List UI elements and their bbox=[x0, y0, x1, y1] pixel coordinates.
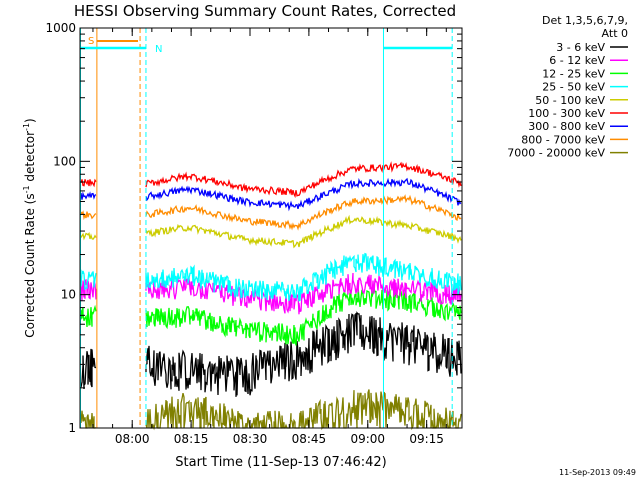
x-tick-label: 09:15 bbox=[409, 432, 444, 446]
legend-entry-label: 3 - 6 keV bbox=[556, 41, 605, 54]
x-tick-label: 08:00 bbox=[115, 432, 150, 446]
timestamp: 11-Sep-2013 09:49 bbox=[559, 468, 636, 477]
legend-entry-label: 800 - 7000 keV bbox=[521, 133, 605, 146]
x-axis: 08:00 08:15 08:30 08:45 09:00 09:15 bbox=[92, 28, 447, 446]
y-axis-label-part: ) bbox=[23, 118, 37, 123]
attenuator-label: S bbox=[88, 36, 94, 47]
x-axis-label: Start Time (11-Sep-13 07:46:42) bbox=[175, 455, 386, 470]
series-layer bbox=[80, 161, 462, 431]
series-line bbox=[80, 214, 462, 249]
series-line bbox=[80, 311, 462, 397]
plot-frame bbox=[79, 27, 463, 429]
legend-entry-label: 100 - 300 keV bbox=[528, 107, 605, 120]
series-line bbox=[80, 286, 462, 346]
y-tick-label: 1000 bbox=[45, 21, 76, 35]
y-axis: 1 10 100 1000 bbox=[45, 21, 462, 435]
legend-entry-label: 7000 - 20000 keV bbox=[507, 147, 605, 160]
y-tick-label: 100 bbox=[53, 154, 76, 168]
series-line bbox=[80, 177, 462, 212]
series-line bbox=[80, 194, 462, 231]
x-tick-label: 08:30 bbox=[233, 432, 268, 446]
y-axis-label-part: detector bbox=[23, 131, 37, 186]
x-tick-label: 09:00 bbox=[350, 432, 385, 446]
y-tick-label: 10 bbox=[61, 288, 76, 302]
legend-entry-label: 50 - 100 keV bbox=[535, 94, 605, 107]
y-axis-label-sup: -1 bbox=[22, 185, 31, 193]
legend-header-line: Att 0 bbox=[602, 27, 628, 40]
legend-entry-label: 6 - 12 keV bbox=[549, 54, 605, 67]
y-axis-label: Corrected Count Rate (s-1 detector-1) bbox=[22, 118, 37, 337]
legend-header-line: Det 1,3,5,6,7,9, bbox=[542, 14, 628, 27]
x-tick-label: 08:45 bbox=[292, 432, 327, 446]
legend-entry-label: 12 - 25 keV bbox=[542, 67, 605, 80]
x-tick-label: 08:15 bbox=[174, 432, 209, 446]
chart-title: HESSI Observing Summary Count Rates, Cor… bbox=[74, 2, 456, 20]
legend-entry-label: 25 - 50 keV bbox=[542, 81, 605, 94]
y-tick-label: 1 bbox=[68, 421, 76, 435]
series-line bbox=[80, 389, 462, 431]
legend-entry-label: 300 - 800 keV bbox=[528, 120, 605, 133]
series-line bbox=[80, 252, 462, 302]
y-axis-label-part: Corrected Count Rate (s bbox=[23, 193, 37, 337]
night-label: N bbox=[155, 44, 162, 55]
series-line bbox=[80, 161, 462, 199]
y-axis-label-sup: -1 bbox=[22, 123, 31, 131]
